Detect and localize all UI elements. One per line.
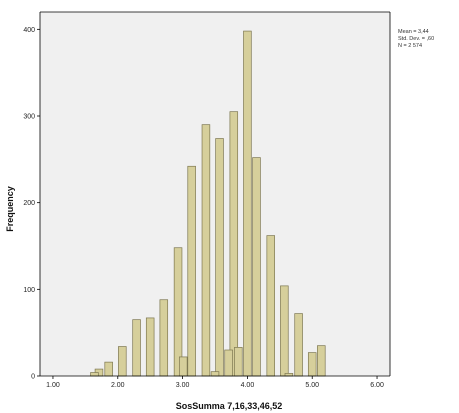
y-tick-label-4: 400 (23, 27, 35, 34)
histogram-bar-13 (266, 235, 275, 377)
histogram-bar-7 (187, 165, 196, 377)
x-axis-title: SosSumma 7,16,33,46,52 (176, 401, 283, 411)
histogram-bar-2 (118, 346, 127, 377)
histogram-bar-21 (224, 349, 233, 377)
histogram-bar-17 (317, 345, 326, 377)
y-tick-labels: 0 100 200 300 400 (23, 27, 35, 381)
histogram-bar-22 (234, 347, 243, 377)
y-tick-label-3: 300 (23, 114, 35, 121)
histogram-bar-19 (179, 356, 188, 377)
histogram-bar-10 (229, 111, 239, 377)
histogram-bar-12 (252, 157, 261, 377)
x-tick-label-2: 3.00 (176, 382, 190, 389)
axes-group (37, 11, 391, 379)
x-tick-label-1: 2.00 (111, 382, 125, 389)
histogram-bar-14 (280, 285, 289, 377)
histogram-bar-3 (132, 319, 141, 377)
histogram-bar-9 (215, 138, 224, 377)
stats-mean: Mean = 3,44 (398, 29, 429, 35)
stats-box: Mean = 3,44 Std. Dev. = ,60 N = 2 574 (398, 29, 434, 49)
x-tick-label-3: 4.00 (241, 382, 255, 389)
stats-n: N = 2 574 (398, 43, 422, 49)
x-tick-label-5: 6.00 (370, 382, 384, 389)
histogram-bar-5 (159, 299, 169, 377)
y-tick-label-1: 100 (23, 287, 35, 294)
y-tick-label-2: 200 (23, 200, 35, 207)
histogram-bar-1 (104, 361, 113, 377)
histogram-bar-16 (307, 352, 317, 377)
histogram-bar-20 (210, 371, 220, 377)
x-tick-label-0: 1.00 (46, 382, 60, 389)
y-tick-label-0: 0 (31, 374, 35, 381)
histogram-bar-11 (243, 30, 252, 377)
histogram-bar-18 (90, 372, 99, 377)
plot-area (40, 12, 390, 376)
histogram-bar-4 (145, 317, 155, 377)
stats-std-dev: Std. Dev. = ,60 (398, 36, 434, 42)
x-tick-label-4: 5.00 (305, 382, 319, 389)
x-tick-labels: 1.00 2.00 3.00 4.00 5.00 6.00 (46, 382, 384, 389)
histogram-bar-15 (294, 313, 303, 377)
y-axis-title: Frequency (5, 186, 15, 232)
histogram-bar-8 (201, 124, 211, 377)
